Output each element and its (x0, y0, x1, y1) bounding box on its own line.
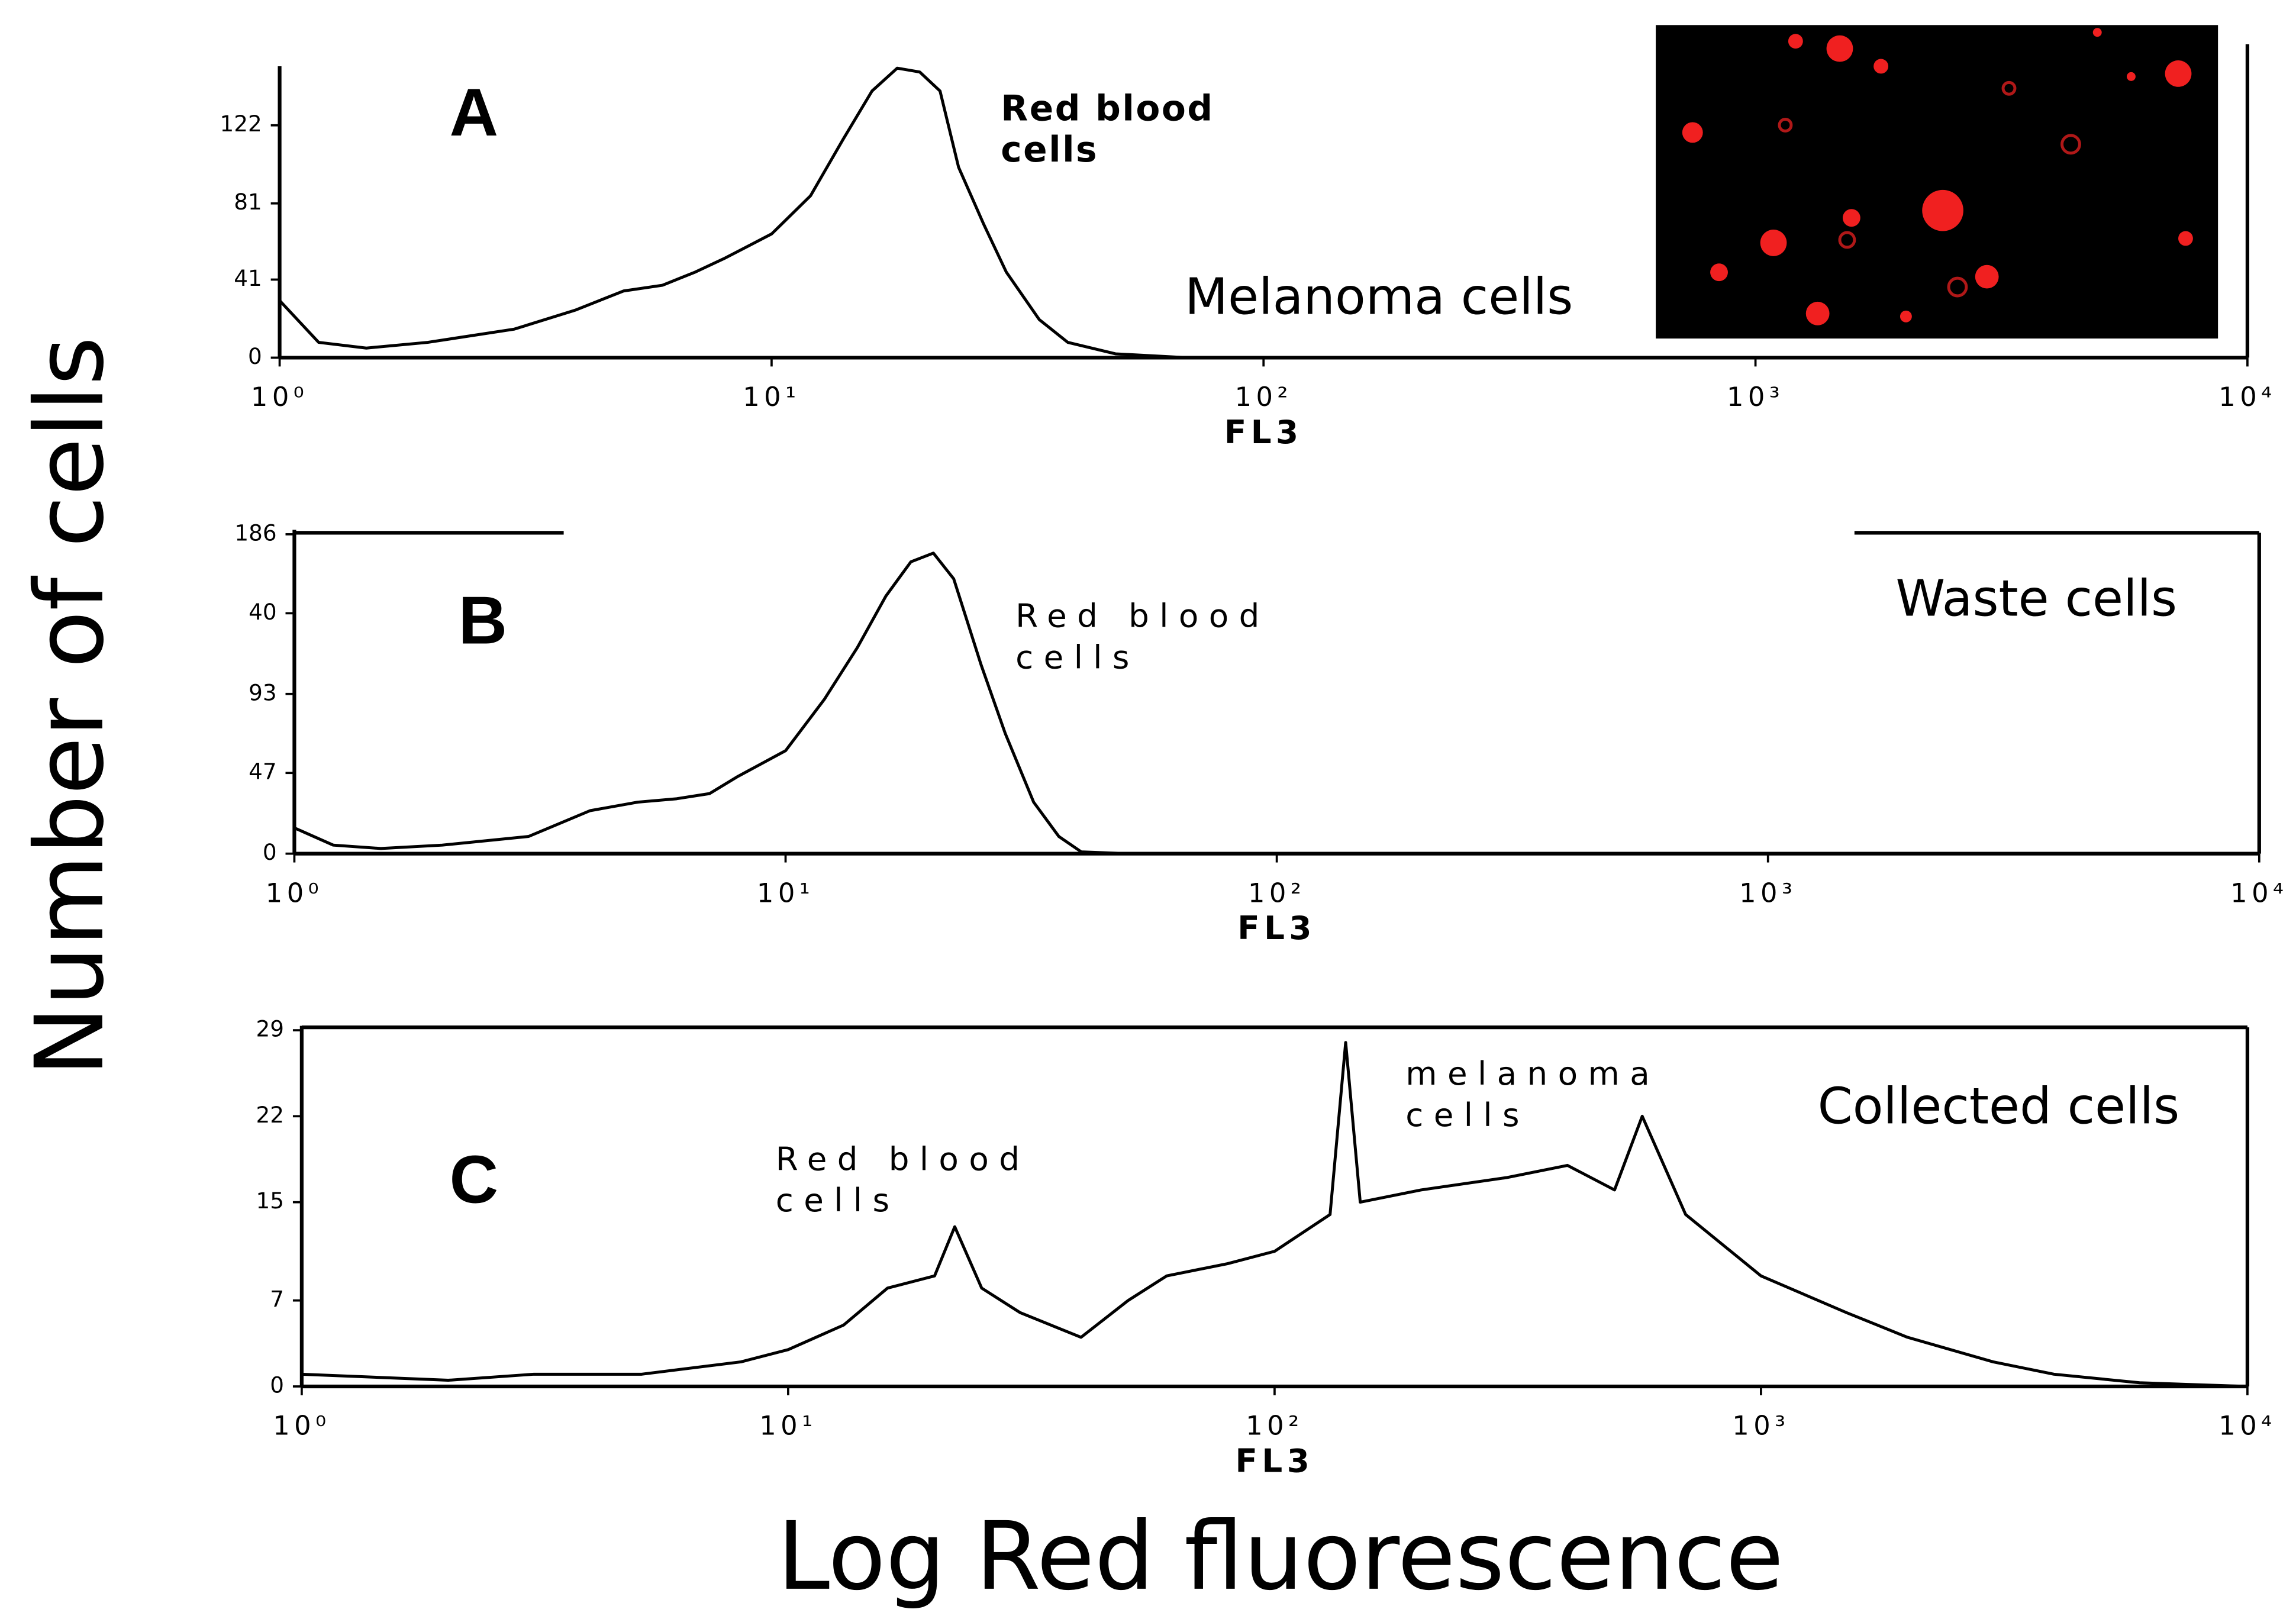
micrograph (1656, 25, 2218, 339)
annotation: melanoma cells (1405, 1054, 1681, 1134)
y-tick-label: 0 (263, 839, 277, 865)
panel-label: C (450, 1141, 499, 1217)
x-tick-label: 10⁴ (2230, 877, 2288, 908)
x-tick-label: 10² (1246, 1410, 1303, 1441)
x-tick-label: 10² (1235, 381, 1292, 412)
x-tick-label: 10³ (1732, 1410, 1789, 1441)
x-tick-label: 10⁴ (2218, 1410, 2276, 1441)
histogram-line (278, 66, 2247, 359)
y-tick-label: 81 (234, 189, 262, 215)
x-tick-label: 10¹ (743, 381, 800, 412)
y-tick-label: 22 (256, 1102, 284, 1128)
x-axis-label: FL3 (1236, 1441, 1314, 1479)
x-tick-label: 10³ (1727, 381, 1784, 412)
x-axis-label: FL3 (1237, 909, 1316, 947)
y-tick-label: 186 (234, 520, 276, 546)
annotation: Waste cells (1895, 569, 2177, 627)
histogram-line (301, 1041, 2248, 1388)
y-tick-label: 41 (234, 265, 262, 291)
x-tick-label: 10⁰ (251, 381, 308, 412)
x-tick-label: 10³ (1739, 877, 1797, 908)
x-tick-label: 10¹ (759, 1410, 817, 1441)
annotation: Collected cells (1818, 1077, 2179, 1135)
annotation: Red blood cells (1001, 88, 1228, 170)
x-tick-label: 10⁰ (273, 1410, 330, 1441)
x-tick-label: 10⁴ (2218, 381, 2276, 412)
y-tick-label: 7 (270, 1286, 284, 1312)
annotation: Red blood cells (1015, 597, 1290, 676)
y-axis-title: Number of cells (15, 337, 125, 1077)
x-tick-label: 10² (1248, 877, 1305, 908)
annotation: Melanoma cells (1185, 267, 1573, 325)
x-tick-label: 10⁰ (266, 877, 323, 908)
y-tick-label: 47 (249, 759, 276, 785)
annotation: Red blood cells (776, 1140, 1050, 1220)
x-axis-title: Log Red fluorescence (777, 1501, 1784, 1611)
y-tick-label: 29 (256, 1016, 284, 1042)
y-tick-label: 0 (248, 343, 262, 369)
y-tick-label: 0 (270, 1372, 284, 1398)
panel-label: B (458, 582, 507, 658)
y-tick-label: 15 (256, 1188, 284, 1214)
x-tick-label: 10¹ (757, 877, 814, 908)
panel-label: A (450, 75, 499, 150)
y-tick-label: 40 (249, 599, 276, 625)
histogram-line (294, 552, 2259, 856)
y-tick-label: 93 (249, 679, 276, 705)
y-tick-label: 122 (220, 111, 262, 137)
x-axis-label: FL3 (1224, 413, 1303, 451)
